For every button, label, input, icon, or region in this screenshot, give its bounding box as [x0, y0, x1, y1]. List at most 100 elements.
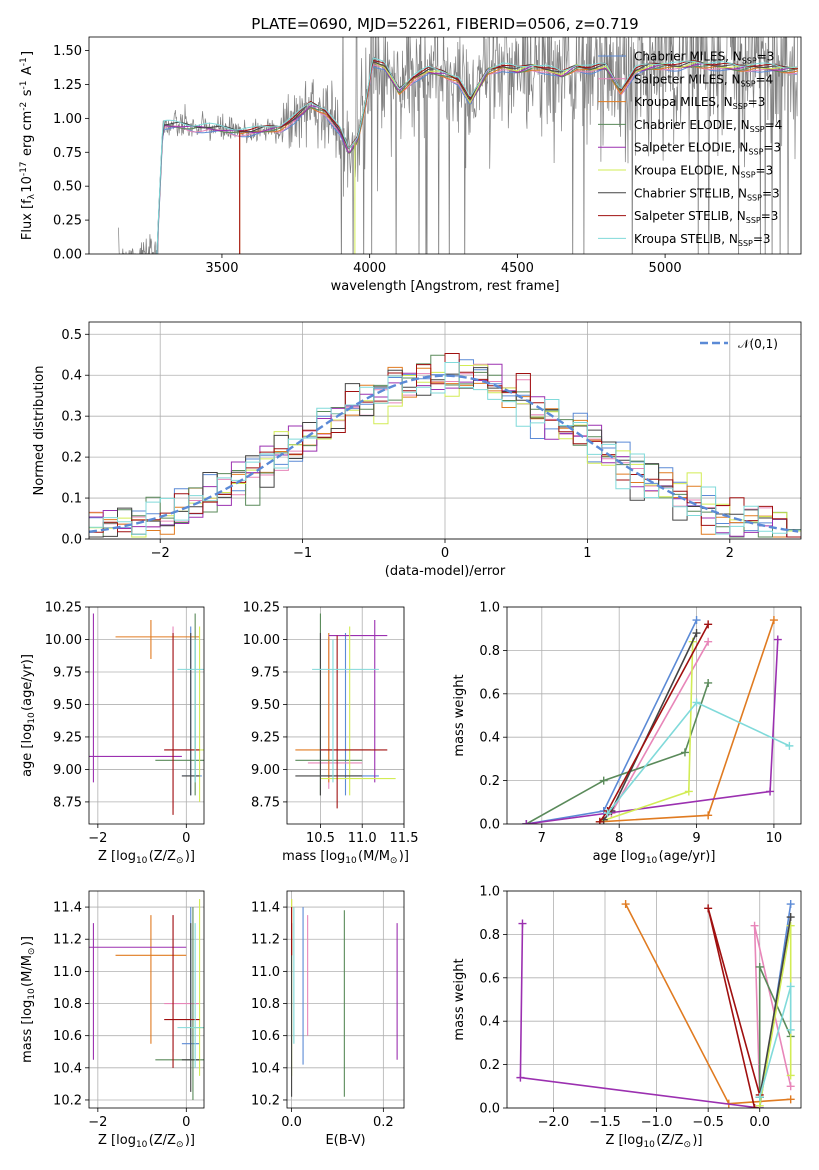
label-script: 10	[643, 1140, 655, 1150]
gridlines	[89, 606, 204, 824]
x-axis-label: E(B-V)	[325, 1133, 365, 1148]
y-tick-label: 0.0	[479, 1102, 500, 1117]
ticks: −2 0 10.2 10.4 10.6 10.8 11.0 11.2 11.4	[53, 901, 190, 1130]
label-text: (Z/Z	[656, 1133, 683, 1148]
x-tick-label: −2	[88, 831, 107, 846]
label-text: Z [log	[98, 849, 136, 864]
legend-tail: =3	[757, 50, 775, 64]
x-tick-label: 10.5	[306, 831, 335, 846]
massweight-vs-metallicity-panel: −2.0 −1.5 −1.0 −0.5 0.0 0.0 0.2 0.4 0.6 0.8 1.0 Z […	[452, 885, 802, 1150]
label-script: -1	[19, 81, 29, 90]
axes-frame	[506, 890, 802, 1109]
legend-entry: Salpeter MILES, NSSP=4	[634, 72, 773, 88]
x-axis-label: age [log10 (age/yr)]	[593, 849, 716, 866]
gaussian-reference-curve	[89, 374, 799, 533]
massweight-point-marker	[621, 900, 630, 909]
y-tick-label: 0.50	[53, 180, 82, 195]
spectrum-panel: 3500 4000 4500 5000 0.00 0.25 0.50 0.75 1.00 1.25…	[19, 36, 802, 294]
legend-label: Salpeter STELIB, N	[634, 209, 746, 223]
x-axis-label: (data-model)/error	[385, 564, 506, 579]
massweight-point-marker	[786, 921, 795, 930]
massweight-point-marker	[522, 820, 531, 824]
y-tick-label: 0.2	[479, 1058, 500, 1073]
y-axis-label: mass [log10 (M/M⊙ )]	[20, 936, 37, 1063]
label-text: age [log	[20, 724, 35, 777]
y-tick-label: 11.4	[53, 901, 82, 916]
massweight-point-marker	[750, 921, 759, 930]
y-tick-label: 1.0	[479, 885, 500, 900]
legend-tail: =3	[756, 164, 774, 178]
massweight-point-marker	[704, 811, 713, 820]
label-script: -17	[19, 161, 29, 176]
label-text: s	[20, 89, 35, 100]
plot-area	[291, 899, 398, 1097]
label-text: mass [log	[20, 1000, 35, 1063]
label-script: ⊙	[683, 1140, 691, 1150]
y-tick-label: 9.25	[251, 730, 280, 745]
y-tick-label: 11.2	[53, 933, 82, 948]
legend-subscript: SSP	[746, 216, 761, 225]
plot-area	[89, 353, 801, 538]
y-tick-label: 11.0	[53, 965, 82, 980]
y-tick-label: 10.8	[53, 997, 82, 1012]
label-text: )]	[185, 849, 195, 864]
y-tick-label: 1.25	[53, 78, 82, 93]
y-tick-label: 0.4	[479, 731, 500, 746]
label-text: erg cm	[20, 111, 35, 160]
y-tick-label: 0.2	[479, 774, 500, 789]
y-tick-label: 0.1	[61, 492, 82, 507]
y-tick-label: 10.00	[243, 633, 280, 648]
y-tick-label: 0.25	[53, 214, 82, 229]
massweight-point-marker	[692, 616, 701, 625]
ticks: 7 8 9 10 0.0 0.2 0.4 0.6 0.8 1.0	[479, 601, 782, 847]
label-script: 10	[136, 856, 148, 866]
ticks: 0.0 0.2 10.2 10.4 10.6 10.8 11.0 11.2 11.4	[251, 901, 394, 1130]
massweight-point-marker	[755, 1101, 764, 1108]
y-tick-label: 9.50	[53, 698, 82, 713]
y-tick-label: 0.2	[61, 451, 82, 466]
label-text: (age/yr)]	[659, 849, 716, 864]
label-script: 10	[27, 988, 37, 1000]
label-script: 10	[136, 1140, 148, 1150]
legend-label: Kroupa ELODIE, N	[634, 164, 741, 178]
y-tick-label: 10.25	[243, 601, 280, 616]
legend-subscript: SSP	[733, 102, 748, 111]
label-text: E(B-V)	[325, 1133, 365, 1148]
label-text: (M/M	[20, 955, 35, 987]
y-tick-label: 11.4	[251, 901, 280, 916]
label-script: ⊙	[176, 1140, 184, 1150]
x-tick-label: 8	[615, 831, 623, 846]
massweight-point-marker	[769, 616, 778, 625]
massweight-point-marker	[785, 741, 794, 750]
x-tick-label: −2.0	[538, 1115, 570, 1130]
x-tick-label: 5000	[649, 261, 682, 276]
label-script: -2	[19, 102, 29, 111]
axes-frame	[88, 890, 205, 1109]
legend-subscript: SSP	[750, 125, 765, 134]
residual-histogram-step	[89, 362, 801, 535]
y-tick-label: 0.4	[61, 369, 82, 384]
label-text: (Z/Z	[149, 849, 176, 864]
x-tick-label: 4000	[353, 261, 386, 276]
legend-label: Salpeter MILES, N	[634, 72, 741, 86]
x-tick-label: 11.5	[390, 831, 419, 846]
plot-area	[516, 900, 795, 1108]
massweight-point-marker	[599, 776, 608, 785]
y-tick-label: 0.5	[61, 328, 82, 343]
ticks: −2 −1 0 1 2 0.0 0.1 0.2 0.3 0.4 0.5	[61, 328, 734, 561]
legend-label: Chabrier STELIB, N	[634, 186, 747, 200]
y-tick-label: 11.2	[251, 933, 280, 948]
legend-subscript: SSP	[747, 193, 762, 202]
massweight-point-marker	[773, 635, 782, 644]
figure-title: PLATE=0690, MJD=52261, FIBERID=0506, z=0…	[251, 15, 638, 33]
massweight-point-marker	[595, 817, 604, 824]
ticks: −2 0 8.75 9.00 9.25 9.50 9.75 10.00 10.25	[45, 601, 191, 847]
label-script: λ	[27, 193, 37, 199]
legend-subscript: SSP	[742, 57, 757, 66]
mass-vs-metallicity-panel: −2 0 10.2 10.4 10.6 10.8 11.0 11.2 11.4 Z [log10 …	[20, 890, 205, 1150]
massweight-point-marker	[704, 904, 713, 913]
x-tick-label: 0	[182, 1115, 190, 1130]
x-tick-label: −1	[293, 546, 312, 561]
